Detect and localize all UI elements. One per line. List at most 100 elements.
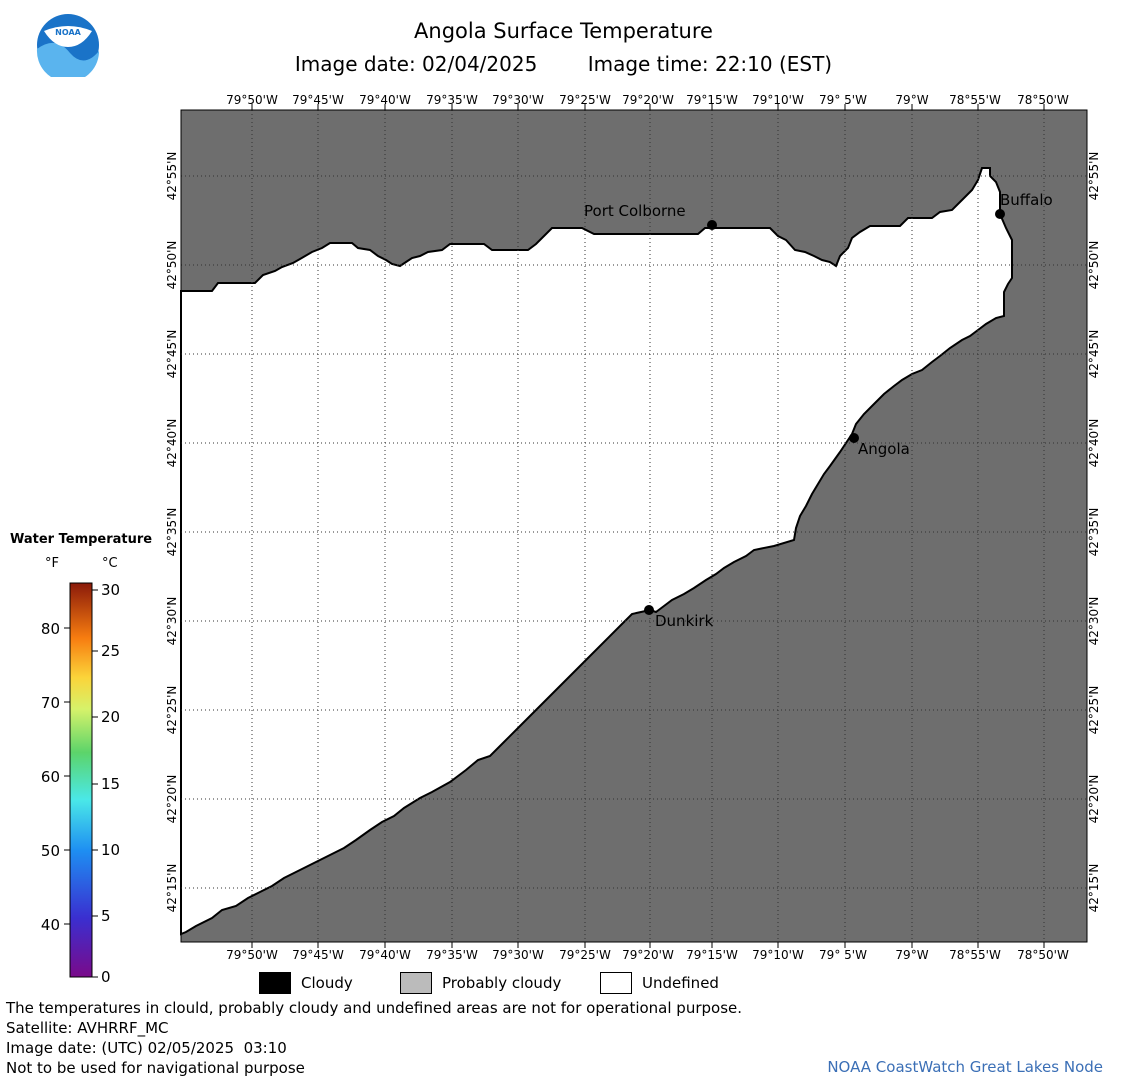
lat-label: 42°15'N <box>1087 864 1101 913</box>
lon-label: 79°35'W <box>426 93 478 107</box>
lon-label: 79°25'W <box>559 948 611 962</box>
lon-label: 79°50'W <box>226 93 278 107</box>
lon-label: 79°45'W <box>292 93 344 107</box>
map-area <box>180 109 1088 943</box>
lat-label: 42°40'N <box>1087 419 1101 468</box>
colorbar-c-labels: 30 25 20 15 10 5 0 <box>101 581 120 986</box>
c-tick-label: 25 <box>101 642 120 660</box>
swatch-probably-cloudy <box>400 972 432 994</box>
f-tick-label: 60 <box>41 768 60 786</box>
lat-label: 42°55'N <box>165 152 179 201</box>
lon-gridlines <box>251 110 1045 942</box>
map-title: Angola Surface Temperature <box>414 19 713 43</box>
c-tick-label: 20 <box>101 708 120 726</box>
f-tick-label: 50 <box>41 842 60 860</box>
c-tick-label: 30 <box>101 581 120 599</box>
lon-label: 79° 5'W <box>819 948 867 962</box>
city-marker-port-colborne <box>707 220 717 230</box>
lon-label: 79°25'W <box>559 93 611 107</box>
lon-label: 79° 5'W <box>819 93 867 107</box>
c-tick-label: 5 <box>101 907 111 925</box>
map-ticks <box>251 104 1045 948</box>
colorbar-ticks <box>64 589 98 978</box>
lon-label: 79°10'W <box>752 93 804 107</box>
noaa-logo: NOAA <box>36 14 99 77</box>
lat-label: 42°20'N <box>165 775 179 824</box>
lon-label: 79°20'W <box>622 93 674 107</box>
image-time: Image time: 22:10 (EST) <box>587 52 833 76</box>
unit-celsius: °C <box>102 556 118 571</box>
lat-label: 42°30'N <box>1087 597 1101 646</box>
c-tick-label: 10 <box>101 841 120 859</box>
map-frame <box>180 109 1088 943</box>
disclaimer-text: The temperatures in clould, probably clo… <box>6 999 743 1017</box>
f-tick-label: 40 <box>41 916 60 934</box>
c-tick-label: 15 <box>101 775 120 793</box>
city-label-dunkirk: Dunkirk <box>655 612 714 630</box>
lon-label: 79°30'W <box>492 948 544 962</box>
lat-label: 42°50'N <box>1087 241 1101 290</box>
lon-label: 79°40'W <box>359 948 411 962</box>
unit-fahrenheit: °F <box>45 556 59 571</box>
lon-label: 79°W <box>895 93 928 107</box>
lon-label: 79°35'W <box>426 948 478 962</box>
lat-label: 42°30'N <box>165 597 179 646</box>
lon-label: 78°55'W <box>949 93 1001 107</box>
utc-date-text: Image date: (UTC) 02/05/2025 03:10 <box>6 1039 287 1057</box>
key-cloudy: Cloudy <box>259 972 353 994</box>
lat-label: 42°35'N <box>1087 508 1101 557</box>
city-label-port-colborne: Port Colborne <box>584 202 686 220</box>
legend-title: Water Temperature <box>10 532 153 547</box>
city-label-buffalo: Buffalo <box>1000 191 1053 209</box>
navigation-note: Not to be used for navigational purpose <box>6 1059 305 1077</box>
city-marker-buffalo <box>995 209 1005 219</box>
lon-label: 79°30'W <box>492 93 544 107</box>
lat-label: 42°50'N <box>165 241 179 290</box>
lat-label: 42°45'N <box>165 330 179 379</box>
key-probably-cloudy-label: Probably cloudy <box>442 974 562 992</box>
c-tick-label: 0 <box>101 968 111 986</box>
temperature-colorbar <box>69 582 93 978</box>
noaa-logo-text: NOAA <box>55 28 81 37</box>
key-probably-cloudy: Probably cloudy <box>400 972 561 994</box>
lat-gridlines <box>181 175 1087 889</box>
lat-label: 42°40'N <box>165 419 179 468</box>
f-tick-label: 70 <box>41 694 60 712</box>
key-cloudy-label: Cloudy <box>301 974 353 992</box>
lat-label: 42°25'N <box>1087 686 1101 735</box>
lon-label: 79°W <box>895 948 928 962</box>
lat-labels-left: 42°55'N 42°50'N 42°45'N 42°40'N 42°35'N … <box>165 152 179 913</box>
key-undefined: Undefined <box>600 972 719 994</box>
lon-label: 79°10'W <box>752 948 804 962</box>
colorbar-f-labels: 80 70 60 50 40 <box>41 620 60 934</box>
satellite-text: Satellite: AVHRRF_MC <box>6 1019 169 1037</box>
lon-label: 78°55'W <box>949 948 1001 962</box>
swatch-undefined <box>600 972 632 994</box>
city-markers: Port Colborne Buffalo Angola Dunkirk <box>584 191 1053 630</box>
lon-labels-top: 79°50'W 79°45'W 79°40'W 79°35'W 79°30'W … <box>226 93 1069 107</box>
image-date: Image date: 02/04/2025 <box>294 52 538 76</box>
lon-label: 79°45'W <box>292 948 344 962</box>
city-marker-angola <box>849 433 859 443</box>
image-datetime: Image date: 02/04/2025 Image time: 22:10… <box>0 52 1127 76</box>
lon-label: 78°50'W <box>1017 93 1069 107</box>
f-tick-label: 80 <box>41 620 60 638</box>
lon-label: 79°15'W <box>686 948 738 962</box>
city-label-angola: Angola <box>858 440 910 458</box>
lon-label: 79°50'W <box>226 948 278 962</box>
lat-label: 42°35'N <box>165 508 179 557</box>
lat-label: 42°45'N <box>1087 330 1101 379</box>
lat-label: 42°25'N <box>165 686 179 735</box>
lon-labels-bottom: 79°50'W 79°45'W 79°40'W 79°35'W 79°30'W … <box>226 948 1069 962</box>
key-undefined-label: Undefined <box>642 974 719 992</box>
lon-label: 79°15'W <box>686 93 738 107</box>
city-marker-dunkirk <box>644 605 654 615</box>
lat-labels-right: 42°55'N 42°50'N 42°45'N 42°40'N 42°35'N … <box>1087 152 1101 913</box>
credit-link[interactable]: NOAA CoastWatch Great Lakes Node <box>827 1058 1103 1076</box>
lat-label: 42°20'N <box>1087 775 1101 824</box>
lon-label: 79°40'W <box>359 93 411 107</box>
lat-label: 42°15'N <box>165 864 179 913</box>
swatch-cloudy <box>259 972 291 994</box>
lon-label: 78°50'W <box>1017 948 1069 962</box>
